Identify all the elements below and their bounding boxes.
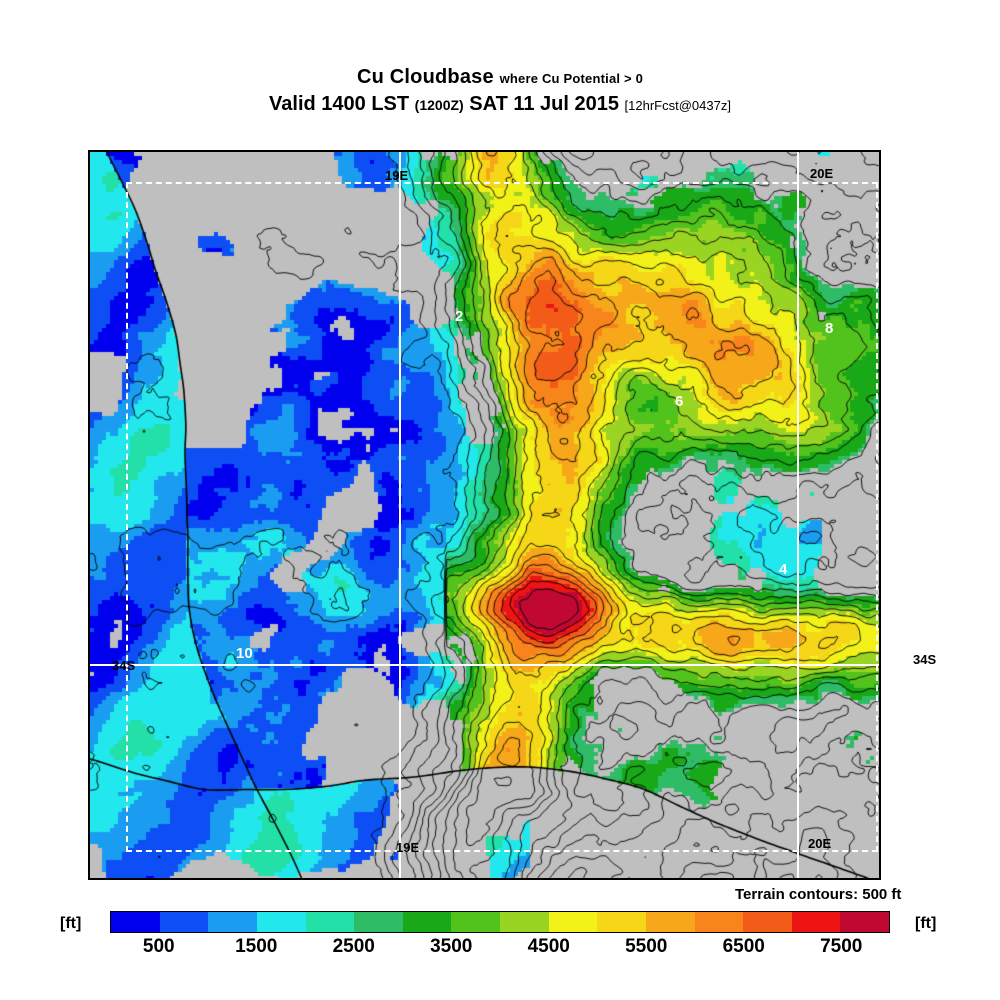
cloudbase-map[interactable] [90, 152, 879, 878]
colorbar-swatch-0 [111, 912, 160, 932]
gridline-lat-34s [90, 664, 879, 666]
map-edge-label-4: 34S [112, 658, 136, 673]
terrain-contour-note: Terrain contours: 500 ft [735, 886, 902, 903]
valid-date: SAT 11 Jul 2015 [469, 93, 619, 115]
colorbar-swatch-1 [159, 912, 209, 932]
airspace-label-2: 2 [455, 308, 464, 325]
airspace-label-8: 8 [825, 320, 834, 337]
colorbar-swatch-10 [597, 912, 646, 932]
colorbar-swatch-4 [305, 912, 355, 932]
colorbar-swatch-11 [645, 912, 695, 932]
map-edge-label-3: 20E [808, 836, 832, 851]
colorbar-tick-5500: 5500 [625, 936, 668, 957]
colorbar-tick-7500: 7500 [820, 936, 863, 957]
airspace-label-10: 10 [236, 645, 253, 662]
airspace-label-6: 6 [675, 393, 684, 410]
colorbar-tick-1500: 1500 [235, 936, 278, 957]
forecast-stamp: [12hrFcst@0437z] [624, 98, 731, 113]
map-edge-label-5: 34S [913, 652, 937, 667]
colorbar-unit-right: [ft] [915, 915, 937, 932]
map-edge-label-2: 19E [396, 840, 420, 855]
colorbar-swatch-13 [743, 912, 792, 932]
colorbar-swatch-2 [208, 912, 257, 932]
colorbar-swatch-12 [694, 912, 744, 932]
colorbar-swatch-15 [840, 912, 889, 932]
colorbar-swatch-3 [256, 912, 306, 932]
valid-prefix: Valid 1400 LST [269, 93, 410, 115]
colorbar-tick-6500: 6500 [722, 936, 765, 957]
colorbar-tick-3500: 3500 [430, 936, 473, 957]
colorbar-unit-left: [ft] [60, 915, 82, 932]
colorbar-swatch-9 [548, 912, 598, 932]
colorbar-tick-500: 500 [142, 936, 175, 957]
map-frame[interactable] [88, 150, 881, 880]
colorbar-swatch-5 [354, 912, 403, 932]
valid-time-line: Valid 1400 LST (1200Z) SAT 11 Jul 2015 [… [0, 92, 1000, 118]
valid-utc: (1200Z) [414, 97, 464, 113]
colorbar-swatch-8 [500, 912, 549, 932]
gridline-lon-19e [399, 152, 401, 878]
colorbar-tick-labels: 500 1500 2500 3500 4500 5500 6500 7500 [110, 936, 890, 960]
colorbar-swatch-6 [402, 912, 452, 932]
map-edge-label-1: 20E [810, 166, 834, 181]
colorbar-swatch-14 [791, 912, 841, 932]
map-edge-label-0: 19E [385, 168, 409, 183]
airspace-label-4: 4 [779, 561, 788, 578]
title-qualifier: where Cu Potential > 0 [499, 71, 644, 86]
title-main: Cu Cloudbase [356, 66, 494, 88]
title-block: Cu Cloudbase where Cu Potential > 0 Vali… [0, 66, 1000, 118]
colorbar-swatch-7 [451, 912, 500, 932]
colorbar-tick-2500: 2500 [332, 936, 375, 957]
page-title: Cu Cloudbase where Cu Potential > 0 [0, 66, 1000, 90]
colorbar[interactable] [110, 911, 890, 933]
gridline-lon-20e [797, 152, 799, 878]
colorbar-tick-4500: 4500 [527, 936, 570, 957]
